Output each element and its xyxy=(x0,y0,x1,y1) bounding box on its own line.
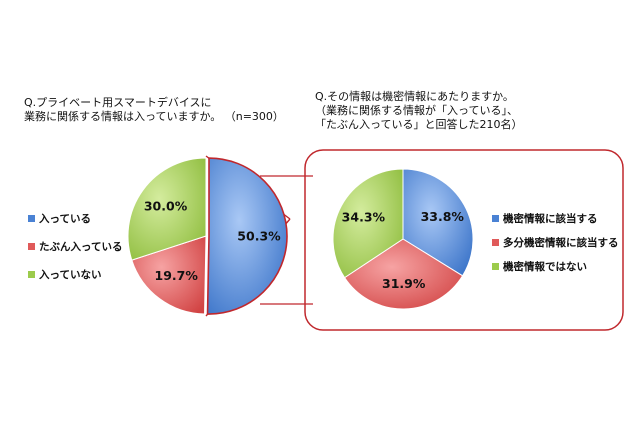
pie1-slice-1 xyxy=(131,235,207,315)
chart2-question-line1: Q.その情報は機密情報にあたりますか。 xyxy=(315,90,514,103)
pie1-slice-2 xyxy=(127,157,207,261)
pie-chart-1: 50.3% 19.7% 30.0% xyxy=(127,157,288,315)
legend1-swatch-1 xyxy=(28,243,35,250)
chart1-question-line2: 業務に関係する情報は入っていますか。 xyxy=(24,110,222,123)
legend1-label-2: 入っていない xyxy=(39,269,101,281)
legend2-label-2: 機密情報ではない xyxy=(503,260,587,273)
pie2-slice-0 xyxy=(402,168,474,277)
pie2-slice-2 xyxy=(332,168,404,279)
pie2-label-1: 31.9% xyxy=(382,276,426,291)
chart2-question-line3: 「たぶん入っている」と回答した210名） xyxy=(315,118,523,131)
chart1-question-line1: Q.プライベート用スマートデバイスに xyxy=(24,96,212,109)
legend2-swatch-0 xyxy=(492,215,499,222)
pie2-label-0: 33.8% xyxy=(421,209,465,224)
legend2-label-0: 機密情報に該当する xyxy=(503,212,598,225)
pie-chart-2: 33.8% 31.9% 34.3% xyxy=(332,168,474,310)
legend1-label-0: 入っている xyxy=(39,213,91,225)
legend1-label-1: たぶん入っている xyxy=(39,241,122,253)
pie1-label-2: 30.0% xyxy=(144,199,188,214)
chart2-question: Q.その情報は機密情報にあたりますか。 （業務に関係する情報が「入っている」、 … xyxy=(315,90,522,132)
legend2-label-1: 多分機密情報に該当する xyxy=(503,236,619,249)
chart2-question-line2: （業務に関係する情報が「入っている」、 xyxy=(315,104,518,117)
pie1-slice-0 xyxy=(206,157,288,315)
pie1-label-0: 50.3% xyxy=(237,228,281,243)
legend2-swatch-2 xyxy=(492,263,499,270)
chart1-sample-size: （n=300） xyxy=(224,110,284,123)
legend1-swatch-2 xyxy=(28,271,35,278)
legend1-swatch-0 xyxy=(28,215,35,222)
callout-box xyxy=(304,149,624,331)
pie2-label-2: 34.3% xyxy=(342,210,386,225)
pie1-label-1: 19.7% xyxy=(155,268,199,283)
legend2-swatch-1 xyxy=(492,239,499,246)
pie2-slice-1 xyxy=(343,238,464,310)
chart1-question: Q.プライベート用スマートデバイスに 業務に関係する情報は入っていますか。 （n… xyxy=(24,96,284,124)
